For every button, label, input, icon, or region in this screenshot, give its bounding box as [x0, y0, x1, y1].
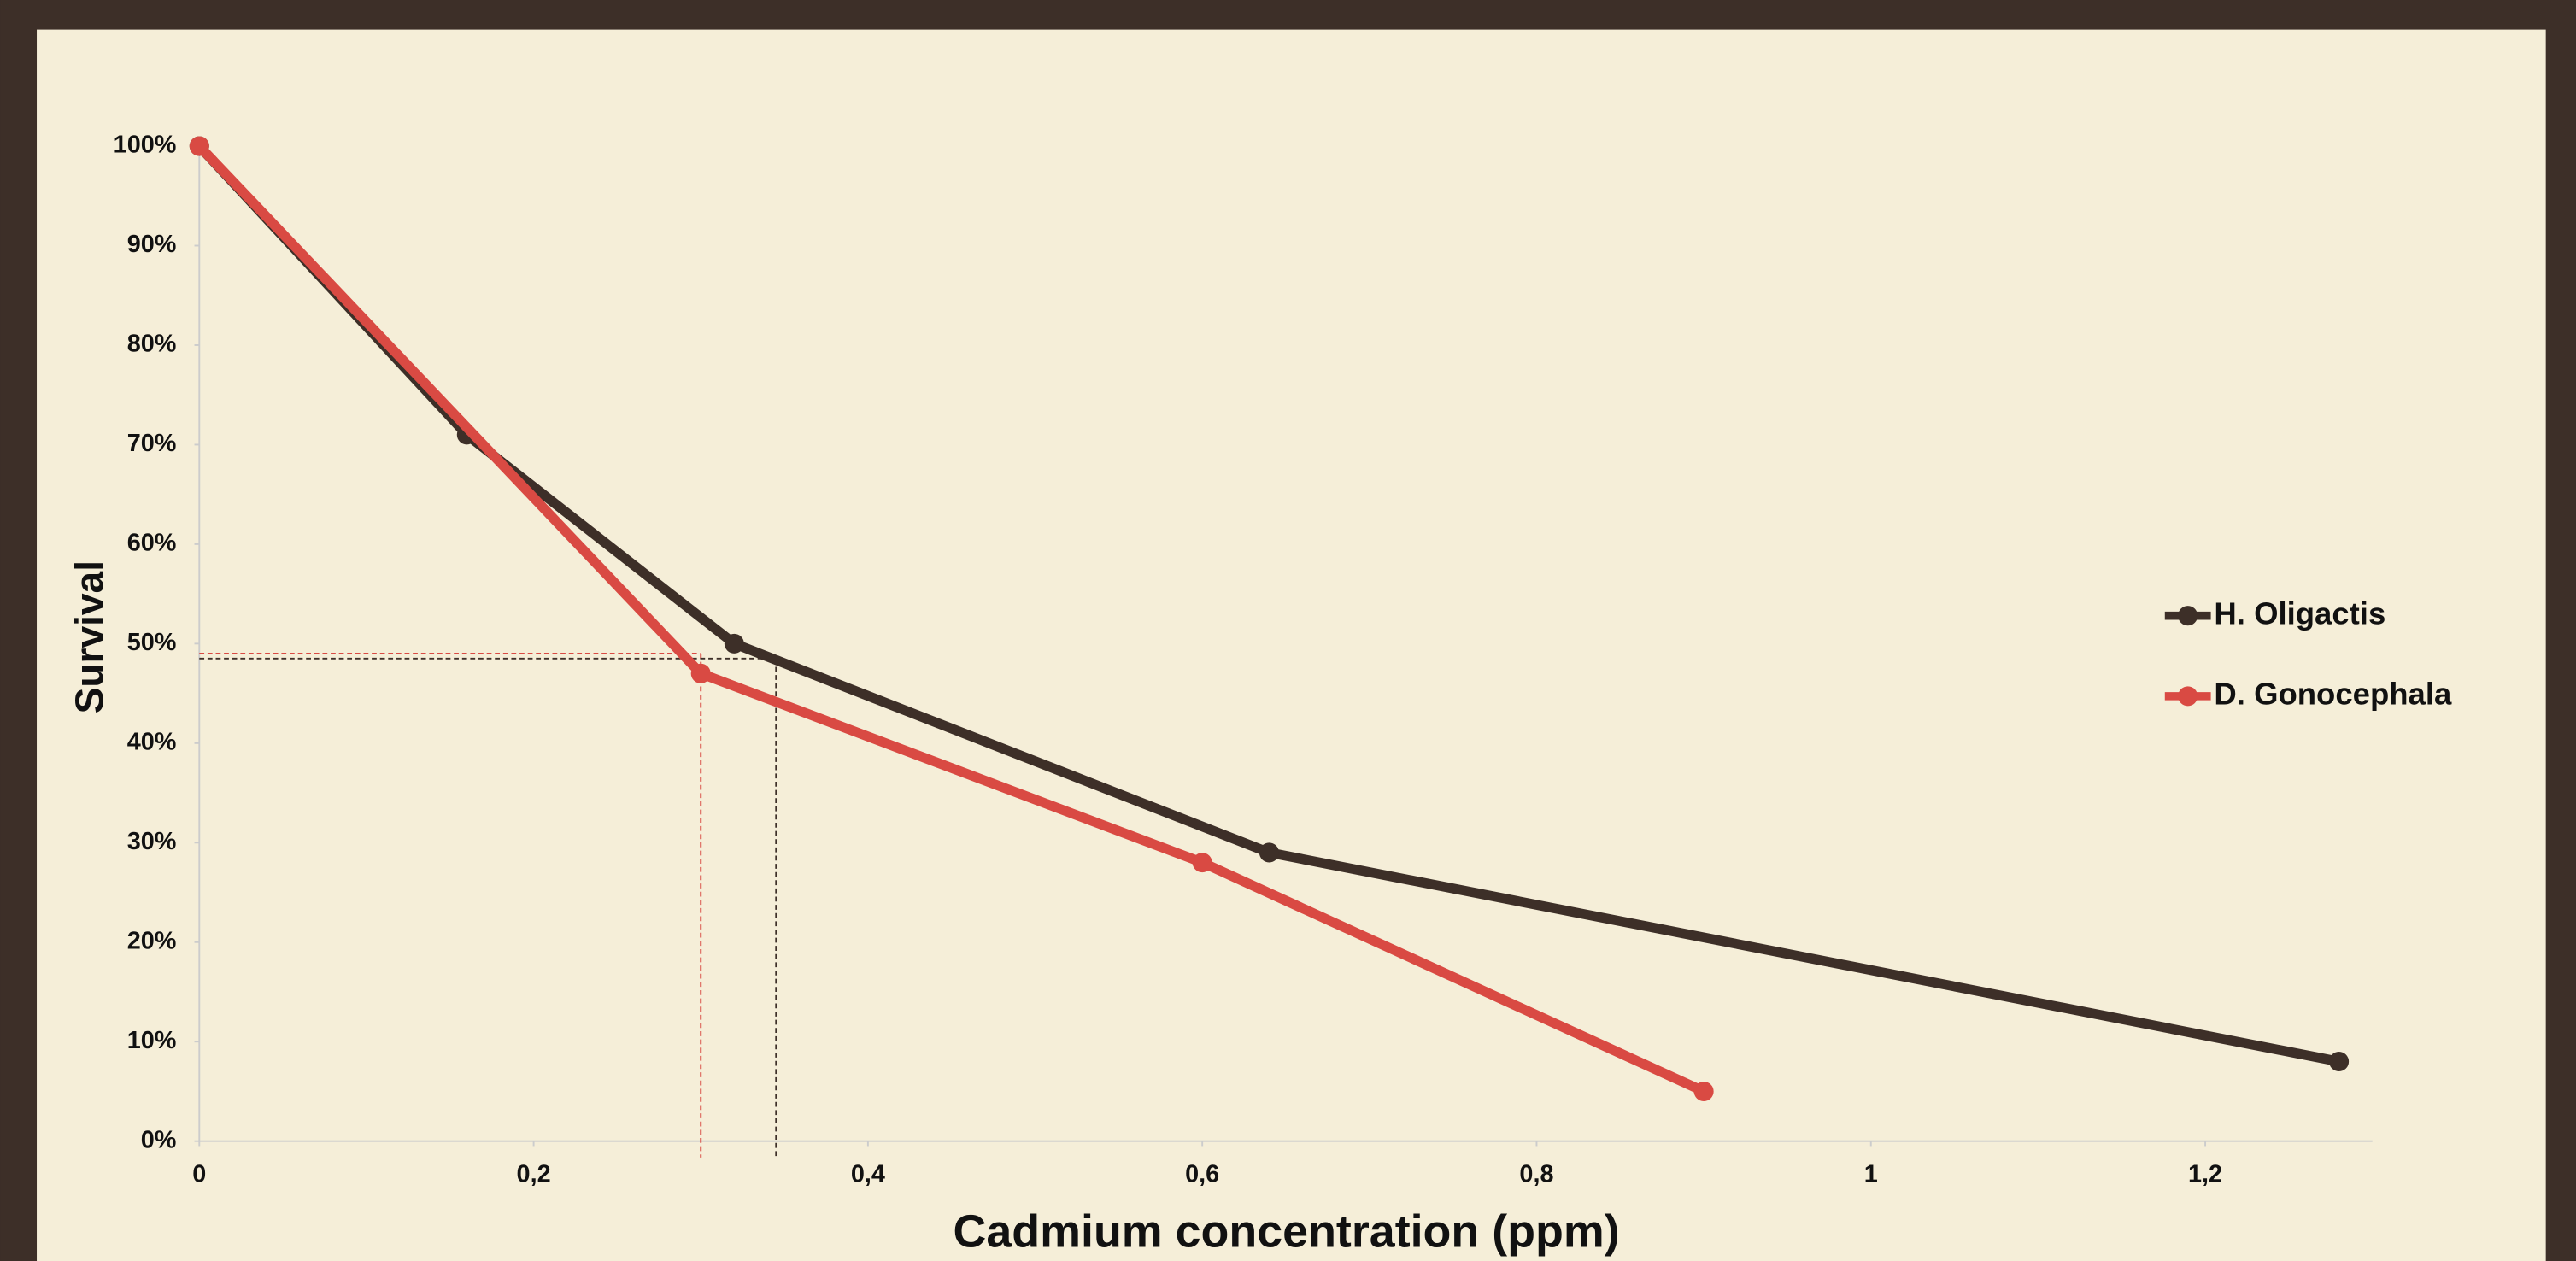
series-line: [196, 143, 1706, 1096]
data-point: [1259, 842, 1279, 863]
y-tick-label: 80%: [127, 331, 177, 358]
data-point: [724, 633, 744, 654]
legend-label: H. Oligactis: [2214, 595, 2385, 630]
y-tick-label: 0%: [141, 1126, 177, 1153]
y-tick-label: 50%: [127, 629, 177, 656]
x-tick-label: 0,4: [851, 1161, 885, 1188]
data-point: [1192, 853, 1212, 873]
data-point: [1693, 1081, 1714, 1102]
y-tick-label: 10%: [127, 1027, 177, 1054]
y-tick-label: 60%: [127, 530, 177, 557]
x-tick-label: 0,2: [517, 1161, 551, 1188]
data-point: [2329, 1051, 2350, 1072]
y-tick-label: 100%: [114, 132, 177, 159]
x-tick-label: 1: [1864, 1161, 1878, 1188]
y-tick-label: 90%: [127, 231, 177, 258]
y-tick-label: 40%: [127, 728, 177, 755]
legend-label: D. Gonocephala: [2214, 677, 2452, 712]
x-axis-label: Cadmium concentration (ppm): [954, 1205, 1620, 1257]
legend-marker: [2178, 606, 2198, 626]
x-tick-label: 0,6: [1185, 1161, 1219, 1188]
x-tick-label: 0: [192, 1161, 206, 1188]
x-tick-label: 1,2: [2188, 1161, 2222, 1188]
y-axis-label: Survival: [67, 560, 112, 713]
y-tick-label: 70%: [127, 430, 177, 457]
y-tick-label: 20%: [127, 927, 177, 954]
y-tick-label: 30%: [127, 828, 177, 855]
data-point: [690, 663, 711, 683]
legend-marker: [2178, 686, 2198, 707]
plot-background: [37, 29, 2546, 1261]
x-tick-label: 0,8: [1519, 1161, 1553, 1188]
data-point: [189, 136, 209, 156]
